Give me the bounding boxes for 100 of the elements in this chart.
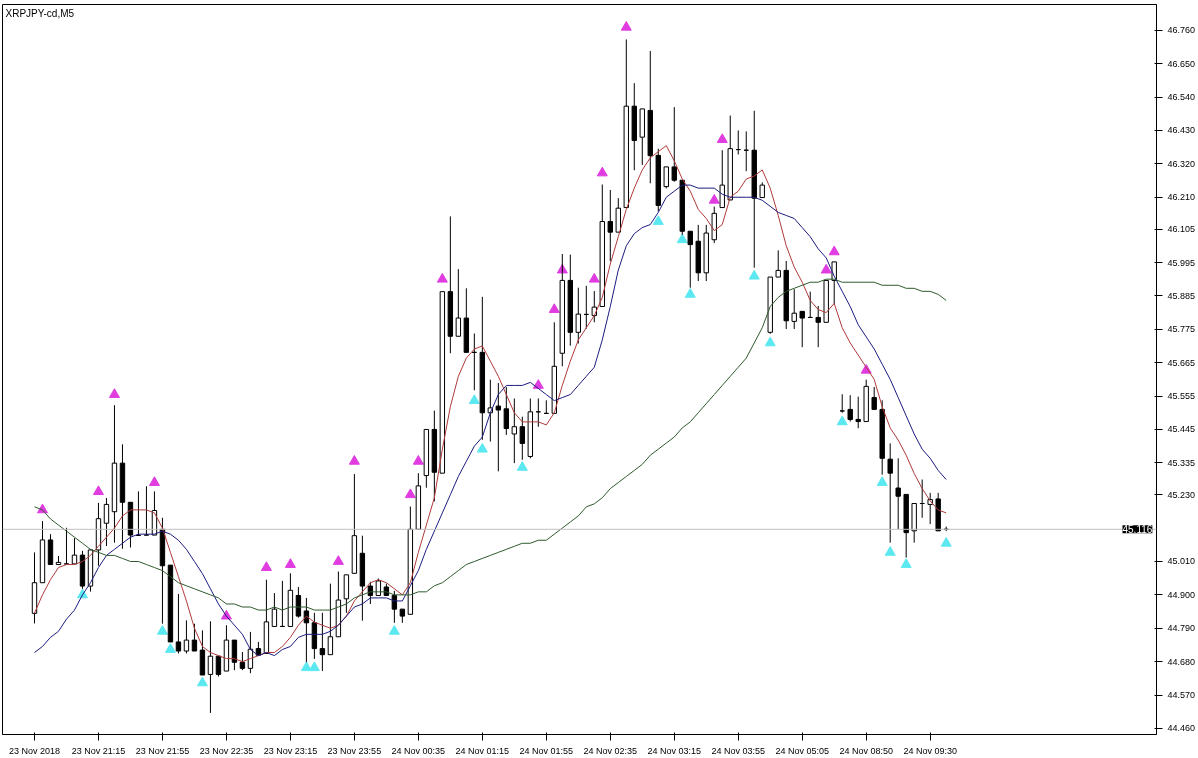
x-tick-label: 24 Nov 05:05 bbox=[775, 745, 829, 756]
y-tick-label: 45.010 bbox=[1167, 556, 1196, 567]
chart-title: XRPJPY-cd,M5 bbox=[5, 7, 75, 19]
x-tick-label: 24 Nov 01:55 bbox=[519, 745, 574, 756]
x-tick-label: 23 Nov 2018 bbox=[8, 745, 61, 756]
x-tick-label: 23 Nov 21:15 bbox=[71, 745, 126, 756]
x-tick-label: 24 Nov 03:55 bbox=[711, 745, 766, 756]
candlestick bbox=[327, 583, 334, 656]
point bbox=[156, 625, 168, 635]
point bbox=[284, 558, 296, 568]
candlestick bbox=[687, 230, 693, 289]
candlestick bbox=[871, 386, 877, 410]
y-tick-label: 44.570 bbox=[1167, 690, 1196, 701]
candlestick bbox=[575, 287, 581, 345]
y-tick-label: 46.430 bbox=[1167, 125, 1196, 136]
point bbox=[900, 558, 912, 568]
point bbox=[148, 476, 160, 486]
y-tick-label: 45.885 bbox=[1167, 290, 1196, 301]
candlestick bbox=[239, 651, 246, 671]
y-tick-label: 44.900 bbox=[1167, 589, 1196, 600]
candlestick bbox=[103, 497, 110, 547]
candlestick bbox=[847, 394, 853, 423]
x-tick-label: 24 Nov 00:35 bbox=[391, 745, 446, 756]
y-tick-label: 45.995 bbox=[1167, 257, 1196, 268]
y-tick-label: 45.230 bbox=[1167, 489, 1196, 500]
candlestick bbox=[231, 639, 238, 671]
point bbox=[92, 485, 104, 496]
point bbox=[548, 303, 560, 313]
x-tick-label: 23 Nov 23:15 bbox=[263, 745, 318, 756]
candlestick bbox=[671, 106, 677, 183]
point bbox=[260, 561, 272, 571]
candlestick bbox=[719, 149, 725, 209]
point bbox=[436, 272, 448, 283]
candlestick bbox=[71, 537, 78, 565]
y-tick-label: 46.760 bbox=[1167, 25, 1196, 36]
point bbox=[596, 166, 608, 177]
point bbox=[468, 394, 480, 404]
y-tick-label: 44.680 bbox=[1167, 656, 1196, 667]
point bbox=[708, 194, 720, 204]
point bbox=[884, 546, 896, 556]
point bbox=[196, 676, 208, 687]
point bbox=[716, 133, 728, 143]
candlestick bbox=[511, 397, 518, 464]
candlestick bbox=[855, 396, 861, 429]
point bbox=[348, 455, 360, 465]
candlestick bbox=[887, 442, 893, 544]
point bbox=[388, 625, 400, 635]
x-tick-label: 23 Nov 22:35 bbox=[199, 745, 254, 756]
point bbox=[404, 488, 416, 499]
y-tick-label: 46.105 bbox=[1167, 224, 1196, 235]
point bbox=[836, 415, 848, 426]
candlestick bbox=[615, 197, 621, 233]
y-tick-label: 46.210 bbox=[1167, 192, 1196, 203]
x-tick-label: 24 Nov 02:35 bbox=[583, 745, 638, 756]
point bbox=[748, 269, 760, 280]
candlestick bbox=[191, 623, 198, 652]
y-tick-label: 46.320 bbox=[1167, 158, 1196, 169]
candlestick bbox=[207, 620, 214, 714]
y-tick-label: 46.540 bbox=[1167, 92, 1196, 103]
y-tick-label: 44.790 bbox=[1167, 623, 1196, 634]
point bbox=[108, 388, 120, 398]
point bbox=[876, 476, 888, 486]
y-tick-label: 45.555 bbox=[1167, 391, 1196, 402]
candlestick bbox=[791, 288, 797, 330]
x-tick-label: 23 Nov 21:55 bbox=[135, 745, 190, 756]
point bbox=[516, 461, 528, 471]
y-tick-label: 45.665 bbox=[1167, 357, 1196, 368]
point bbox=[588, 272, 600, 283]
point bbox=[764, 336, 776, 347]
candlestick bbox=[495, 382, 502, 472]
candlestick bbox=[607, 189, 613, 262]
point bbox=[332, 555, 344, 565]
point bbox=[652, 215, 664, 225]
y-tick-label: 45.775 bbox=[1167, 324, 1196, 335]
point bbox=[300, 661, 312, 672]
point bbox=[676, 233, 688, 244]
candlestick bbox=[663, 166, 669, 189]
candlestick bbox=[799, 310, 805, 348]
point bbox=[308, 661, 320, 672]
x-tick-label: 24 Nov 03:15 bbox=[647, 745, 702, 756]
point bbox=[684, 288, 696, 298]
x-tick-label: 24 Nov 01:15 bbox=[455, 745, 510, 756]
y-tick-label: 45.445 bbox=[1167, 424, 1196, 435]
ref-line-label: 45.116 bbox=[1122, 524, 1153, 536]
candlestick bbox=[895, 457, 901, 530]
x-tick-label: 24 Nov 08:50 bbox=[839, 745, 893, 756]
point bbox=[828, 245, 840, 256]
point bbox=[820, 263, 832, 274]
point bbox=[620, 20, 632, 31]
candlestick bbox=[319, 612, 326, 672]
candlestick bbox=[271, 592, 278, 627]
candlestick bbox=[175, 593, 182, 654]
candlestick bbox=[503, 386, 510, 436]
y-tick-label: 44.460 bbox=[1167, 723, 1196, 734]
candlestick bbox=[455, 268, 462, 337]
point bbox=[164, 643, 176, 653]
y-tick-label: 46.650 bbox=[1167, 58, 1196, 69]
candlestick bbox=[815, 305, 821, 348]
point bbox=[940, 537, 952, 547]
candlestick bbox=[775, 249, 781, 278]
